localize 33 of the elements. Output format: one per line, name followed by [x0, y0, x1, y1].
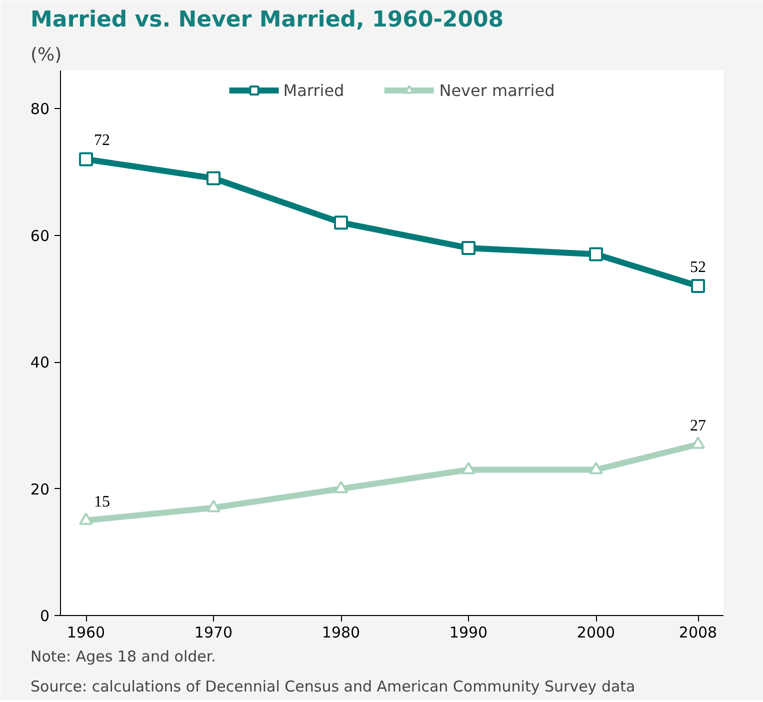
legend-label: Married: [283, 80, 344, 100]
point: [206, 500, 220, 512]
point: [462, 462, 476, 474]
y-axis-title: (%): [30, 44, 62, 66]
data-label: 27: [690, 417, 706, 434]
x-tick-label: 2008: [678, 624, 718, 642]
point: [334, 216, 348, 230]
y-tick-label: 80: [30, 100, 50, 118]
point: [691, 436, 705, 449]
x-tick-label: 1980: [322, 624, 360, 642]
x-tick-label: 2000: [576, 624, 616, 642]
point: [79, 152, 93, 166]
point: [462, 240, 476, 255]
point: [691, 278, 705, 293]
point: [206, 171, 220, 186]
text: Note: Ages 18 and older.: [30, 648, 216, 666]
legend-label: Never married: [439, 80, 555, 100]
x-tick-label: 1990: [449, 624, 488, 642]
source-note: Source: calculations of Decennial Census and American Community Survey data: [30, 678, 636, 696]
point: [334, 480, 348, 494]
chart-title: Married vs. Never Married, 1960-2008: [30, 8, 504, 32]
y-tick-label: 0: [40, 607, 50, 625]
x-tick-label: 1970: [194, 624, 233, 642]
y-tick-label: 60: [30, 226, 50, 245]
point: [589, 462, 603, 474]
y-tick-label: 20: [30, 480, 50, 498]
point: [79, 512, 93, 525]
data-label: 72: [94, 132, 110, 150]
data-label: 15: [94, 493, 110, 510]
x-tick-label: 1960: [66, 624, 106, 642]
data-label: 52: [690, 258, 706, 276]
y-tick-label: 40: [30, 354, 50, 372]
point: [589, 247, 603, 262]
